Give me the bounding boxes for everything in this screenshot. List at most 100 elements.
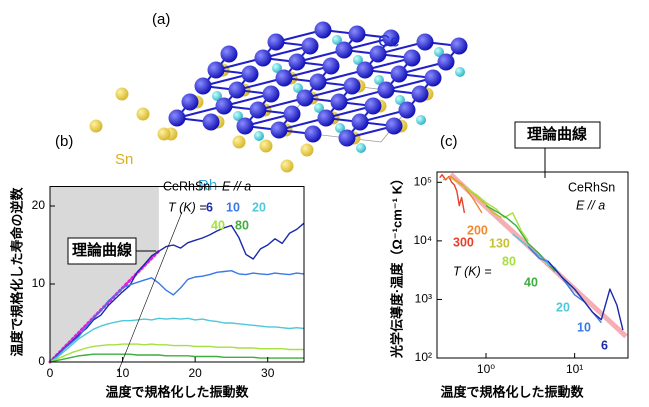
pointer-line bbox=[117, 211, 183, 373]
legend-label: 20 bbox=[252, 200, 266, 214]
sn-atom bbox=[89, 119, 103, 133]
y-tick-label: 10⁵ bbox=[414, 174, 432, 188]
ce-atom bbox=[228, 81, 246, 99]
sn-atom bbox=[115, 87, 129, 101]
annotation: E // a bbox=[222, 179, 251, 193]
atom-label: Sn bbox=[115, 151, 133, 168]
x-tick-label: 10 bbox=[116, 366, 130, 380]
atom-label: Ce bbox=[378, 31, 400, 50]
ce-atom bbox=[390, 65, 408, 83]
x-axis-title: 温度で規格化した振動数 bbox=[440, 384, 584, 399]
sn-atom bbox=[280, 159, 294, 173]
legend-label: 130 bbox=[489, 236, 510, 250]
plot-frame bbox=[49, 186, 305, 363]
ce-atom bbox=[270, 121, 288, 139]
y-tick-label: 20 bbox=[32, 198, 46, 212]
ce-atom bbox=[236, 117, 254, 135]
ce-atom bbox=[385, 117, 403, 135]
annotation-box-label: 理論曲線 bbox=[72, 241, 132, 259]
ce-atom bbox=[249, 101, 267, 119]
ce-atom bbox=[207, 61, 225, 79]
legend-label: 6 bbox=[206, 200, 213, 214]
ce-atom bbox=[304, 125, 322, 143]
ce-atom bbox=[450, 37, 468, 55]
ce-atom bbox=[194, 77, 212, 95]
rh-atom bbox=[293, 83, 303, 93]
x-tick-label: 10⁰ bbox=[477, 362, 495, 376]
rh-atom bbox=[332, 35, 342, 45]
ce-atom bbox=[343, 77, 361, 95]
ce-atom bbox=[314, 21, 332, 39]
annotation: T (K) = bbox=[453, 264, 492, 278]
rh-atom bbox=[356, 143, 366, 153]
legend-label: 300 bbox=[453, 235, 474, 249]
ce-atom bbox=[330, 93, 348, 111]
ce-atom bbox=[369, 45, 387, 63]
ce-atom bbox=[338, 129, 356, 147]
y-tick-label: 10³ bbox=[415, 292, 432, 306]
shaded-region bbox=[50, 186, 159, 362]
annotation-box-label: 理論曲線 bbox=[527, 125, 587, 143]
legend-label: 10 bbox=[226, 200, 240, 214]
legend-label: 40 bbox=[524, 275, 538, 289]
rh-atom bbox=[314, 103, 324, 113]
annotation: T (K) = bbox=[168, 200, 207, 214]
legend-label: 200 bbox=[467, 223, 488, 237]
series-line bbox=[49, 343, 304, 363]
ce-atom bbox=[377, 81, 395, 99]
ce-atom bbox=[254, 49, 272, 67]
x-tick-label: 10¹ bbox=[566, 362, 583, 376]
rh-atom bbox=[254, 131, 264, 141]
panel-label: (c) bbox=[440, 133, 458, 150]
rh-atom bbox=[212, 91, 222, 101]
ce-atom bbox=[275, 69, 293, 87]
rh-atom bbox=[272, 63, 282, 73]
ce-atom bbox=[351, 113, 369, 131]
crystal-structure bbox=[89, 21, 468, 173]
y-tick-label: 0 bbox=[38, 354, 45, 368]
atom-label: Rh bbox=[198, 177, 217, 194]
series-line bbox=[547, 260, 624, 331]
ce-atom bbox=[296, 89, 314, 107]
ce-atom bbox=[364, 97, 382, 115]
rh-atom bbox=[434, 47, 444, 57]
x-axis-title: 温度で規格化した振動数 bbox=[105, 384, 249, 399]
ce-atom bbox=[309, 73, 327, 91]
ce-atom bbox=[382, 29, 400, 47]
ce-atom bbox=[202, 113, 220, 131]
ce-atom bbox=[348, 25, 366, 43]
sn-atom bbox=[136, 107, 150, 121]
ce-atom bbox=[322, 57, 340, 75]
rh-atom bbox=[335, 123, 345, 133]
annotation-box bbox=[514, 121, 601, 149]
rh-atom bbox=[233, 111, 243, 121]
ce-atom bbox=[416, 33, 434, 51]
panel-label: (a) bbox=[152, 11, 170, 28]
ce-atom bbox=[168, 109, 186, 127]
rh-atom bbox=[395, 95, 405, 105]
rh-atom bbox=[416, 115, 426, 125]
y-axis-title: 光学伝導度·温度（Ω⁻¹cm⁻¹ K） bbox=[389, 172, 404, 359]
series-line bbox=[450, 177, 502, 219]
x-tick-label: 30 bbox=[261, 366, 275, 380]
ce-atom bbox=[356, 61, 374, 79]
legend-label: 80 bbox=[502, 254, 516, 268]
ce-atom bbox=[301, 37, 319, 55]
series-line bbox=[49, 270, 305, 363]
ce-atom bbox=[241, 65, 259, 83]
sn-atom bbox=[300, 143, 314, 157]
y-tick-label: 10⁴ bbox=[413, 233, 432, 247]
rh-atom bbox=[374, 75, 384, 85]
legend-label: 6 bbox=[601, 338, 608, 352]
legend-label: 40 bbox=[211, 218, 225, 232]
sn-atom bbox=[259, 139, 273, 153]
ce-atom bbox=[437, 53, 455, 71]
ce-atom bbox=[317, 109, 335, 127]
ce-atom bbox=[335, 41, 353, 59]
sn-atom bbox=[157, 127, 171, 141]
ce-atom bbox=[398, 101, 416, 119]
sn-atom bbox=[232, 135, 246, 149]
series-line bbox=[49, 353, 304, 363]
rh-atom bbox=[353, 55, 363, 65]
